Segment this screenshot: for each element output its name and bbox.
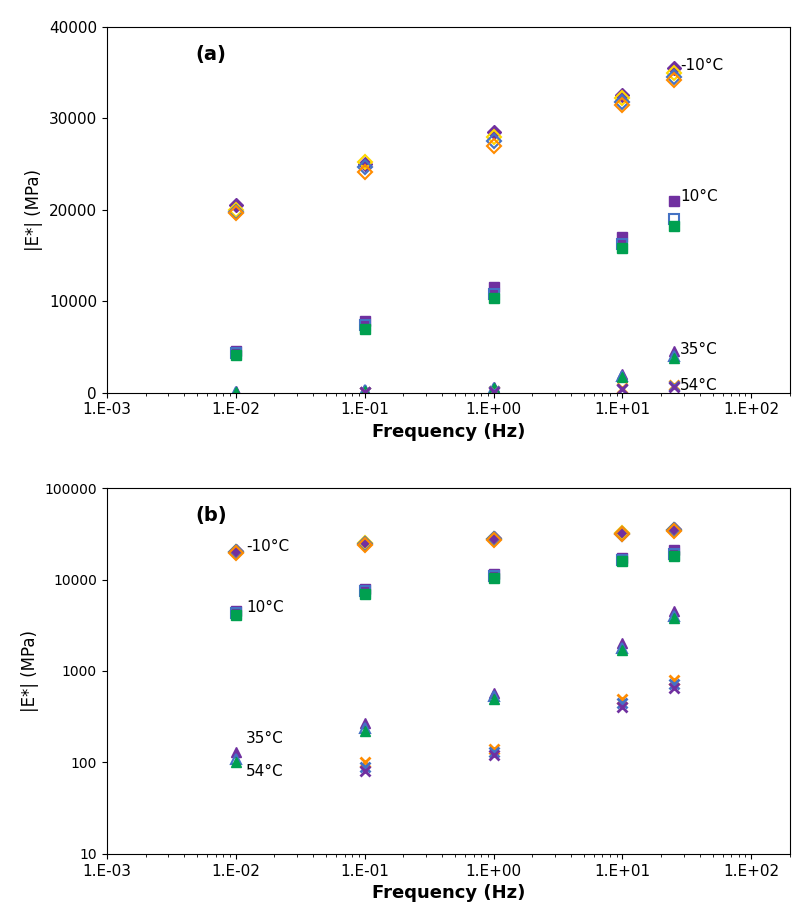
Text: 35°C: 35°C xyxy=(680,342,718,357)
Y-axis label: |E*| (MPa): |E*| (MPa) xyxy=(21,630,39,712)
Text: 54°C: 54°C xyxy=(246,764,284,779)
Text: (a): (a) xyxy=(195,45,226,64)
Text: -10°C: -10°C xyxy=(680,58,723,73)
Text: 10°C: 10°C xyxy=(680,188,718,203)
Text: 10°C: 10°C xyxy=(246,600,284,615)
Text: 54°C: 54°C xyxy=(680,378,718,393)
Text: (b): (b) xyxy=(195,507,227,525)
Text: 35°C: 35°C xyxy=(246,730,284,746)
Text: -10°C: -10°C xyxy=(246,539,289,554)
X-axis label: Frequency (Hz): Frequency (Hz) xyxy=(371,423,526,441)
X-axis label: Frequency (Hz): Frequency (Hz) xyxy=(371,884,526,902)
Y-axis label: |E*| (MPa): |E*| (MPa) xyxy=(25,169,43,251)
